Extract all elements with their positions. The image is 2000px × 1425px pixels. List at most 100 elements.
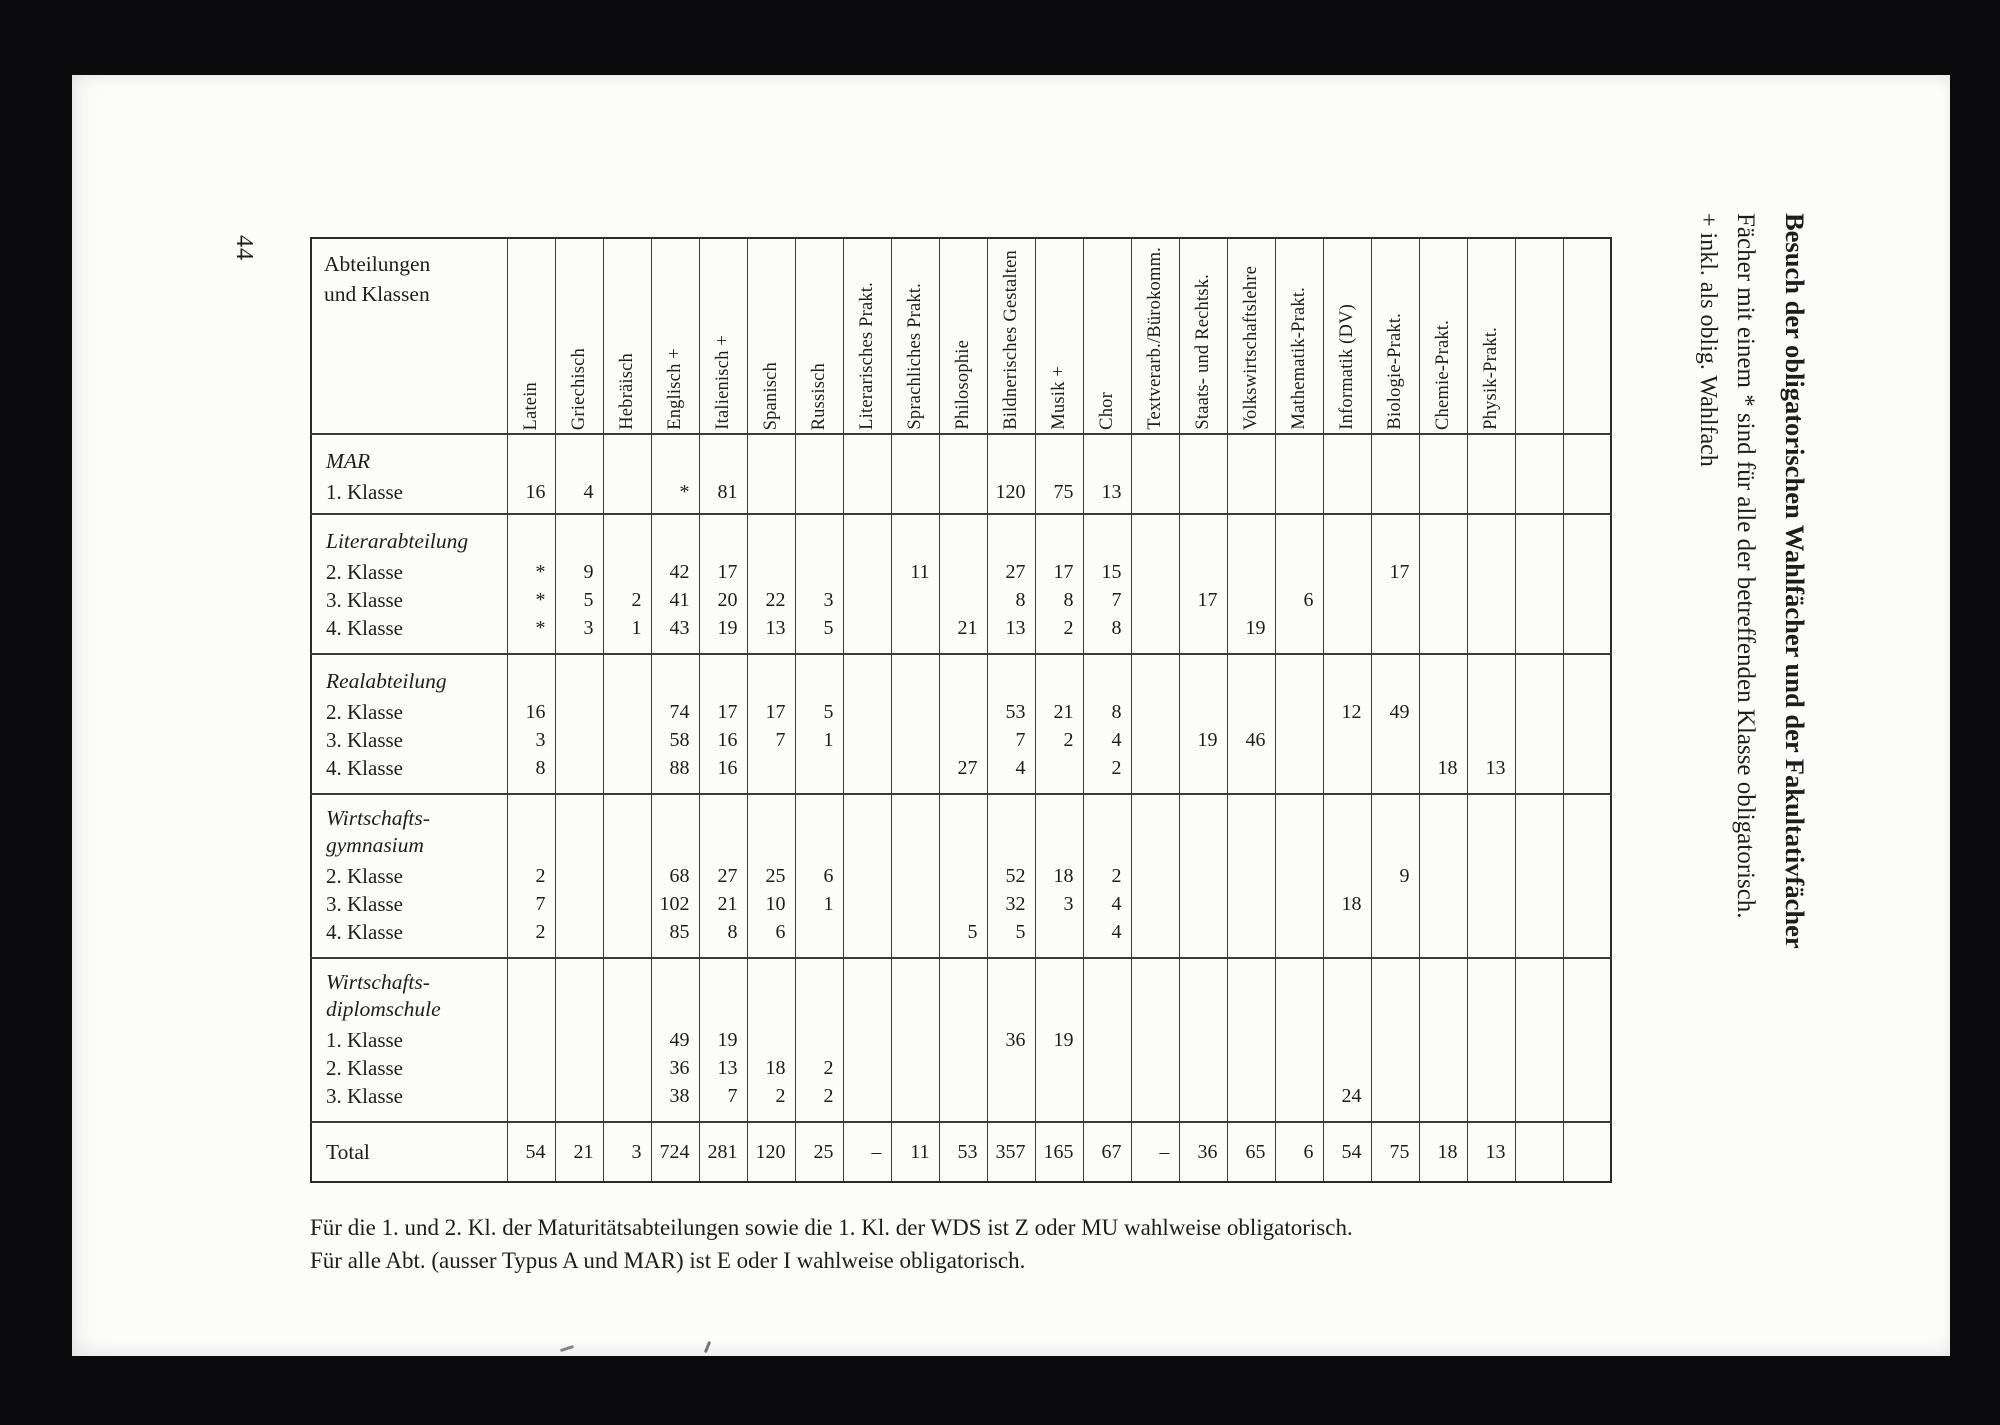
value-cell (1466, 478, 1515, 514)
value-cell (1034, 1054, 1083, 1082)
value-cell (1466, 918, 1515, 958)
empty-cell (1514, 434, 1563, 478)
empty-cell (1274, 514, 1323, 558)
value-cell (1466, 698, 1515, 726)
value-cell (1418, 890, 1467, 918)
value-cell: 4 (554, 478, 603, 514)
value-cell (1034, 1082, 1083, 1122)
value-cell: 13 (986, 614, 1035, 654)
value-cell (1418, 726, 1467, 754)
empty-cell (1178, 794, 1227, 862)
value-cell (554, 1026, 603, 1054)
section: Wirtschafts-gymnasium 2. Klasse 2 68 27 25 6 52… (310, 794, 1611, 958)
empty-cell (1034, 794, 1083, 862)
value-cell (554, 862, 603, 890)
empty-cell (1514, 586, 1563, 614)
column-header-label: Mathematik-Prakt. (1288, 287, 1309, 430)
value-cell (1370, 918, 1419, 958)
empty-cell (1178, 958, 1227, 1026)
value-cell (602, 918, 651, 958)
total-value-cell: 281 (698, 1122, 747, 1182)
value-cell (602, 862, 651, 890)
empty-cell (602, 654, 651, 698)
value-cell (842, 1026, 891, 1054)
value-cell: 16 (698, 754, 747, 794)
value-cell (1418, 1054, 1467, 1082)
empty-cell (938, 654, 987, 698)
empty-cell (938, 514, 987, 558)
empty-cell (1226, 434, 1275, 478)
empty-cell (842, 654, 891, 698)
value-cell (1178, 1026, 1227, 1054)
value-cell: 17 (746, 698, 795, 726)
value-cell (1034, 918, 1083, 958)
empty-cell (890, 958, 939, 1026)
empty-cell (506, 794, 555, 862)
empty-cell (1562, 654, 1611, 698)
value-cell (1466, 1054, 1515, 1082)
value-cell (602, 558, 651, 586)
empty-cell (986, 434, 1035, 478)
empty-cell (650, 958, 699, 1026)
value-cell (1466, 1082, 1515, 1122)
value-cell: 9 (554, 558, 603, 586)
value-cell: 6 (746, 918, 795, 958)
value-cell: 3 (794, 586, 843, 614)
total-value-cell: 25 (794, 1122, 843, 1182)
value-cell (794, 754, 843, 794)
value-cell (1130, 1054, 1179, 1082)
column-header: Englisch + (650, 238, 699, 434)
column-header: Latein (506, 238, 555, 434)
empty-cell (1370, 654, 1419, 698)
value-cell: 2 (1034, 726, 1083, 754)
empty-cell (1370, 514, 1419, 558)
value-cell: 16 (506, 698, 555, 726)
value-cell (1178, 1054, 1227, 1082)
footnote-line-2: Für alle Abt. (ausser Typus A und MAR) i… (310, 1248, 1026, 1273)
value-cell: 12 (1322, 698, 1371, 726)
value-cell (890, 1054, 939, 1082)
empty-cell (1274, 434, 1323, 478)
value-cell (602, 890, 651, 918)
value-cell (1466, 614, 1515, 654)
value-cell (1274, 918, 1323, 958)
value-cell (506, 1026, 555, 1054)
value-cell (1418, 586, 1467, 614)
value-cell (1130, 1026, 1179, 1054)
value-cell (842, 918, 891, 958)
empty-cell (1418, 654, 1467, 698)
value-cell (1130, 558, 1179, 586)
value-cell: 5 (986, 918, 1035, 958)
class-row: 1. Klasse 49 19 36 19 (310, 1026, 1611, 1054)
value-cell: 18 (1322, 890, 1371, 918)
value-cell: 8 (986, 586, 1035, 614)
value-cell (938, 1026, 987, 1054)
column-header: Griechisch (554, 238, 603, 434)
column-header: Spanisch (746, 238, 795, 434)
empty-cell (1274, 654, 1323, 698)
value-cell (842, 890, 891, 918)
empty-column-header (1562, 238, 1611, 434)
total-value-cell: 75 (1370, 1122, 1419, 1182)
empty-cell (794, 794, 843, 862)
column-header: Biologie-Prakt. (1370, 238, 1419, 434)
empty-cell (1514, 1054, 1563, 1082)
row-label: 2. Klasse (310, 862, 507, 890)
section-name: Wirtschafts-gymnasium (310, 794, 507, 862)
value-cell: 19 (1034, 1026, 1083, 1054)
value-cell: 21 (698, 890, 747, 918)
value-cell: 27 (938, 754, 987, 794)
empty-cell (890, 514, 939, 558)
empty-cell (986, 958, 1035, 1026)
value-cell (842, 1082, 891, 1122)
scanned-page: 44 Abteilungen und Klassen Latein Griechisc… (72, 75, 1950, 1356)
empty-cell (1562, 794, 1611, 862)
column-header-label: Hebräisch (616, 353, 637, 430)
value-cell (1274, 1026, 1323, 1054)
empty-cell (1514, 698, 1563, 726)
column-header-label: Volkswirtschaftslehre (1240, 265, 1261, 430)
value-cell: 42 (650, 558, 699, 586)
empty-cell (1514, 862, 1563, 890)
row-label: 4. Klasse (310, 918, 507, 958)
value-cell: 3 (554, 614, 603, 654)
